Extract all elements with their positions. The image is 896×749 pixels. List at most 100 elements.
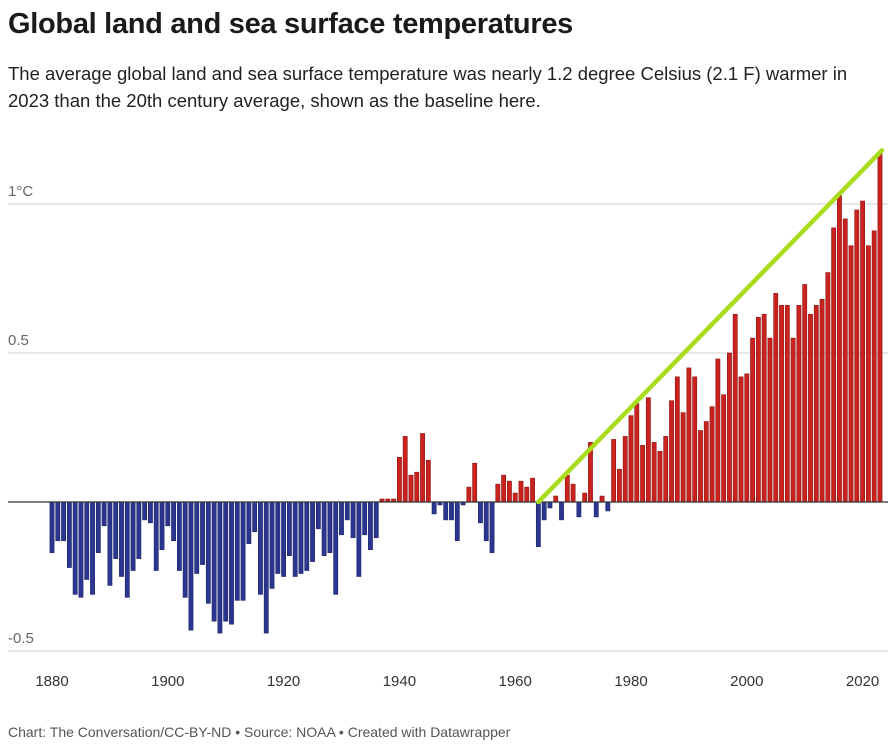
bar-1942 [408, 474, 414, 503]
bar-1935 [368, 501, 373, 550]
bar-1906 [200, 501, 205, 565]
bar-1934 [362, 501, 368, 536]
bar-1929 [333, 501, 339, 595]
bar-2022 [871, 230, 877, 503]
bar-1912 [234, 501, 240, 601]
x-tick-label: 1920 [267, 673, 300, 690]
bar-1900 [165, 501, 171, 527]
bar-1885 [78, 501, 84, 598]
bar-1975 [599, 495, 605, 503]
bar-2008 [790, 337, 796, 503]
bar-1997 [727, 352, 732, 503]
bar-2018 [848, 245, 854, 503]
bar-1952 [466, 486, 472, 503]
bar-1943 [414, 471, 420, 503]
bar-1884 [72, 501, 78, 595]
bar-1958 [501, 474, 507, 503]
bar-1897 [148, 501, 153, 524]
bar-1955 [483, 501, 489, 542]
bar-1991 [692, 376, 698, 503]
bar-1905 [194, 501, 200, 574]
bar-1953 [472, 462, 478, 503]
bar-1968 [559, 501, 564, 521]
bar-2023 [877, 153, 883, 503]
bar-1919 [275, 501, 281, 574]
source-credit: Chart: The Conversation/CC-BY-ND • Sourc… [8, 724, 511, 740]
bar-1910 [223, 501, 229, 622]
bar-2012 [813, 305, 819, 503]
bar-1984 [651, 442, 657, 503]
y-tick-label: 1°C [8, 183, 33, 200]
bar-1963 [530, 477, 535, 503]
bar-1933 [356, 501, 362, 577]
bar-1979 [622, 436, 628, 503]
x-tick-label: 1980 [614, 673, 647, 690]
bar-1980 [628, 415, 634, 503]
x-tick-label: 1940 [383, 673, 416, 690]
bar-2013 [819, 299, 825, 503]
bar-1923 [298, 501, 304, 574]
bar-1911 [229, 501, 234, 625]
bar-1913 [240, 501, 246, 601]
bar-1992 [698, 430, 703, 503]
bar-2021 [865, 245, 871, 503]
bar-2019 [854, 209, 860, 503]
bar-1898 [153, 501, 159, 571]
bar-2006 [779, 305, 784, 503]
bar-1965 [541, 501, 547, 521]
bar-1970 [570, 483, 576, 503]
bar-2011 [808, 313, 813, 503]
bar-1966 [547, 501, 553, 509]
bar-1994 [709, 406, 715, 503]
x-tick-label: 1880 [35, 673, 68, 690]
bar-1974 [593, 501, 599, 518]
bar-1899 [159, 501, 165, 550]
bar-1916 [258, 501, 263, 595]
bar-1950 [454, 501, 460, 542]
bar-1890 [107, 501, 113, 586]
bar-1983 [645, 397, 651, 503]
bar-1945 [425, 459, 431, 503]
bar-1880 [49, 501, 55, 553]
bar-2010 [802, 284, 808, 503]
bar-1959 [507, 480, 512, 503]
bar-1956 [489, 501, 495, 553]
bar-1987 [669, 400, 674, 503]
bar-1907 [205, 501, 211, 604]
bar-1930 [339, 501, 344, 536]
bar-1941 [402, 436, 408, 503]
x-tick-label: 1960 [499, 673, 532, 690]
chart-title: Global land and sea surface temperatures [8, 8, 573, 40]
bar-1982 [640, 445, 645, 503]
bar-2000 [744, 373, 750, 503]
bar-1972 [582, 492, 588, 503]
bar-1914 [246, 501, 252, 545]
bar-1896 [142, 501, 148, 521]
bar-1946 [431, 501, 437, 515]
bar-2007 [784, 305, 790, 503]
bar-1922 [292, 501, 298, 577]
bar-2003 [761, 313, 767, 503]
bar-1949 [449, 501, 454, 521]
x-tick-label: 2000 [730, 673, 763, 690]
bar-1967 [553, 495, 559, 503]
bar-1901 [171, 501, 176, 542]
bar-1990 [686, 367, 692, 503]
bar-1887 [90, 501, 95, 595]
bar-1917 [263, 501, 269, 634]
bar-1908 [211, 501, 217, 622]
bar-1962 [524, 486, 530, 503]
bar-2005 [773, 293, 779, 503]
bar-1904 [188, 501, 194, 631]
bar-1895 [136, 501, 142, 559]
trend-line [536, 148, 885, 505]
bar-1889 [101, 501, 107, 527]
bar-1993 [703, 421, 709, 503]
bar-1936 [373, 501, 379, 539]
bar-1928 [327, 501, 333, 553]
bar-1977 [611, 439, 617, 503]
bar-2016 [837, 194, 842, 503]
x-tick-label: 2020 [846, 673, 879, 690]
bar-1986 [663, 436, 669, 503]
